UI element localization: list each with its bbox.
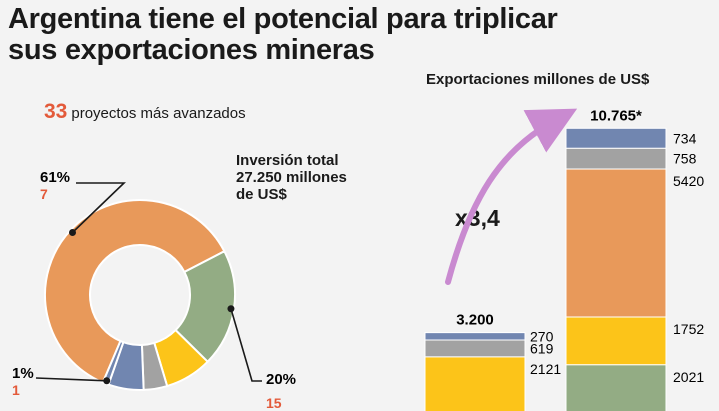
multiplier-label: x3,4 <box>455 205 500 231</box>
bar-segment-label: 270 <box>530 328 554 344</box>
investment-line-3: de US$ <box>236 186 287 203</box>
bar-segment <box>424 332 526 341</box>
bar-segment-label: 2121 <box>530 361 561 377</box>
bar-total-label: 10.765* <box>590 107 642 124</box>
title-line-1: Argentina tiene el potencial para tripli… <box>8 3 558 35</box>
investment-line-2: 27.250 millones <box>236 169 347 186</box>
bar-segment <box>565 316 667 366</box>
projects-caption: 33 proyectos más avanzados <box>44 100 246 124</box>
bar-segment-label: 190 <box>530 409 554 411</box>
bar-segment-label: 1752 <box>673 321 704 337</box>
slice-percent-label: 20% <box>266 371 296 388</box>
bar-segment-label: 734 <box>673 130 697 146</box>
bar-segment <box>565 364 667 411</box>
leader-line <box>71 182 126 234</box>
leader-dot <box>68 228 76 236</box>
bar-segment <box>424 339 526 358</box>
slice-count-label: 7 <box>40 186 48 202</box>
donut-slice <box>44 199 226 384</box>
investment-total: Inversión total 27.250 millones de US$ <box>236 152 347 203</box>
bar-segment-label: 2021 <box>673 369 704 385</box>
leader-dot <box>103 377 111 385</box>
slice-percent-label: 1% <box>12 365 34 382</box>
projects-label: proyectos más avanzados <box>71 105 246 122</box>
exports-title: Exportaciones millones de US$ <box>426 71 650 88</box>
leader-line <box>35 377 107 382</box>
bar-segment-label: 5420 <box>673 173 704 189</box>
chart-title: Argentina tiene el potencial para tripli… <box>8 4 708 66</box>
bar-segment-label: 758 <box>673 151 697 167</box>
bar-total-label: 3.200 <box>456 312 494 329</box>
slice-percent-label: 61% <box>40 169 70 186</box>
projects-count: 33 <box>44 100 68 123</box>
bar-segment-label: 619 <box>530 340 554 356</box>
slice-count-label: 15 <box>266 395 282 411</box>
investment-line-1: Inversión total <box>236 152 339 169</box>
slice-count-label: 1 <box>12 382 20 398</box>
bar-segment <box>565 147 667 170</box>
bar-segment <box>565 127 667 149</box>
growth-arrow <box>445 108 578 285</box>
bar-segment <box>424 356 526 411</box>
bar-segment <box>565 168 667 318</box>
leader-dot <box>227 305 235 313</box>
title-line-2: sus exportaciones mineras <box>8 34 375 66</box>
leader-line <box>230 308 262 382</box>
